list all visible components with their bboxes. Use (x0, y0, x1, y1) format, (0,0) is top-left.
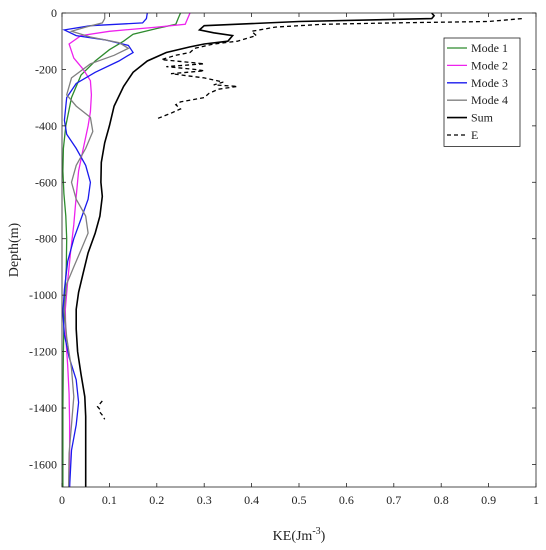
legend-label: Mode 2 (471, 58, 508, 72)
series-line-sum (75, 13, 436, 487)
series-line-e (156, 17, 522, 120)
y-tick-label: -600 (35, 175, 57, 189)
legend-label: Mode 3 (471, 76, 508, 90)
x-tick-label: 0.2 (149, 493, 164, 507)
x-axis-title: KE(Jm-3) (273, 526, 326, 544)
y-tick-label: -400 (35, 119, 57, 133)
series-line-mode-3 (62, 13, 148, 487)
y-tick-label: -200 (35, 62, 57, 76)
y-tick-label: -1000 (29, 288, 57, 302)
series-line-mode-2 (64, 13, 191, 487)
x-tick-label: 0 (59, 493, 65, 507)
x-tick-label: 0.4 (244, 493, 259, 507)
legend-label: E (471, 128, 478, 142)
x-axis-title-text: KE(Jm (273, 529, 313, 544)
y-tick-label: -1400 (29, 401, 57, 415)
legend-box (443, 37, 521, 147)
y-axis-title: Depth(m) (7, 222, 22, 277)
x-tick-label: 0.5 (292, 493, 307, 507)
plot-lines (62, 13, 522, 487)
series-line-e-deep (96, 400, 106, 420)
legend: Mode 1 Mode 2 Mode 3 Mode 4 Sum E (443, 37, 521, 147)
x-tick-label: 0.3 (197, 493, 212, 507)
x-tick-label: 0.7 (386, 493, 401, 507)
x-tick-label: 0.6 (339, 493, 354, 507)
legend-label: Mode 4 (471, 93, 508, 107)
x-tick-label: 0.9 (481, 493, 496, 507)
axis-ticks: 0 0.1 0.2 0.3 0.4 0.5 0.6 0.7 0.8 0.9 1 0 -200 -400 -6… (29, 6, 539, 507)
x-axis-title-superscript: -3 (312, 526, 320, 537)
y-tick-label: -800 (35, 232, 57, 246)
y-tick-label: -1200 (29, 345, 57, 359)
x-tick-label: 0.8 (434, 493, 449, 507)
legend-label: Mode 1 (471, 41, 508, 55)
series-line-mode-4 (63, 13, 130, 487)
y-tick-label: 0 (51, 6, 57, 20)
y-tick-label: -1600 (29, 457, 57, 471)
x-axis-title-tail: ) (321, 529, 326, 544)
legend-label: Sum (471, 111, 494, 125)
x-tick-label: 0.1 (102, 493, 117, 507)
x-tick-label: 1 (533, 493, 539, 507)
